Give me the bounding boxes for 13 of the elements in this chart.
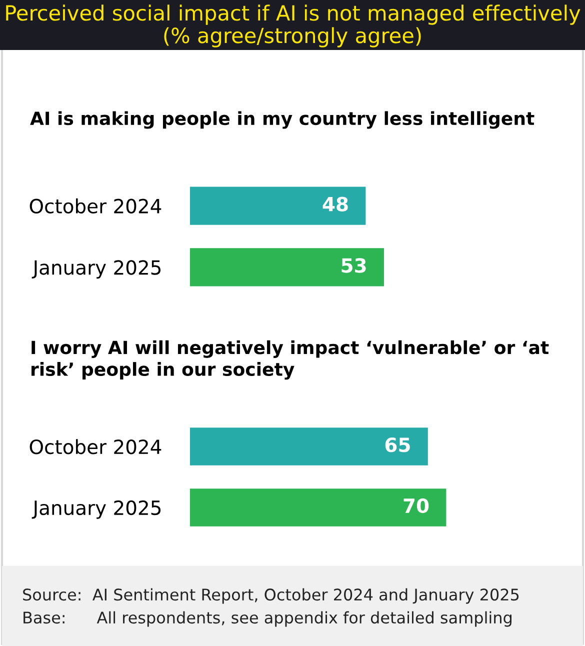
data-label: 48 (322, 196, 348, 212)
chart-title: Perceived social impact if AI is not managed effectively (% agree/strongly agree) (6, 4, 580, 48)
y-tick-label: October 2024 (30, 198, 162, 214)
y-tick-label: January 2025 (32, 260, 161, 279)
y-tick-label: January 2025 (32, 500, 161, 519)
source-note: Source: AI Sentiment Report, October 2024 and January 2025 (23, 588, 519, 604)
data-label: 53 (342, 258, 366, 273)
data-label: 70 (404, 498, 429, 514)
chart-subtitle: I worry AI will negatively impact ‘vulnerable’ or ‘at risk’ people in our society (32, 340, 549, 380)
text: Base: All respondents, see appendix for detailed sampling (24, 611, 512, 627)
chart-subtitle: AI is making people in my country less intelligent (30, 111, 534, 129)
data-label: 65 (385, 438, 410, 452)
y-tick-label: October 2024 (30, 439, 162, 454)
